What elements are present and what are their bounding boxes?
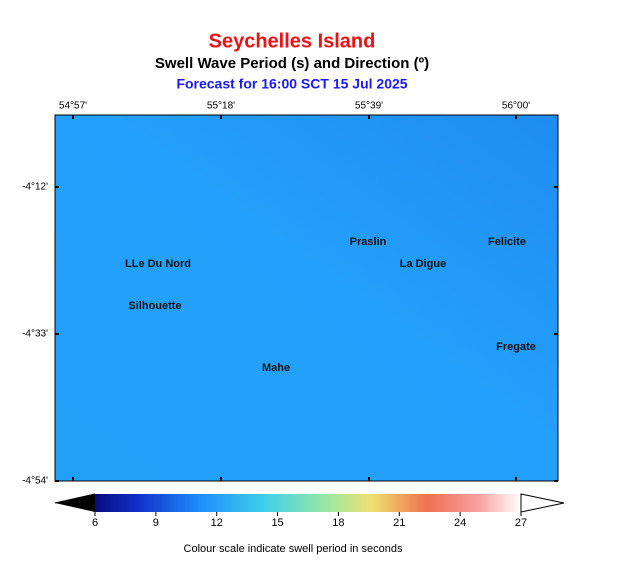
colorbar-tick-label: 24 <box>454 517 466 529</box>
place-label: La Digue <box>400 258 446 270</box>
colorbar-tick-label: 9 <box>153 517 159 529</box>
colorbar-tick-label: 21 <box>393 517 405 529</box>
place-label: Silhouette <box>128 300 181 312</box>
place-label: LLe Du Nord <box>125 258 191 270</box>
place-label: Praslin <box>350 236 387 248</box>
map-area <box>54 114 559 482</box>
forecast: Forecast for 16:00 SCT 15 Jul 2025 <box>176 76 407 92</box>
colorbar-tick-label: 18 <box>332 517 344 529</box>
colorbar-tick-label: 27 <box>515 517 527 529</box>
colorbar-caption: Colour scale indicate swell period in se… <box>184 543 403 555</box>
place-label: Fregate <box>496 341 536 353</box>
lon-label: 55°18' <box>207 101 235 112</box>
lat-label: -4°12' <box>22 182 48 193</box>
lon-label: 55°39' <box>355 101 383 112</box>
colorbar-tick-label: 15 <box>271 517 283 529</box>
colorbar-low-arrow <box>55 494 95 512</box>
lat-label: -4°54' <box>22 476 48 487</box>
lat-label: -4°33' <box>22 329 48 340</box>
colorbar <box>95 494 521 512</box>
lon-label: 54°57' <box>59 101 87 112</box>
colorbar-high-arrow <box>520 493 565 513</box>
lon-label: 56°00' <box>502 101 530 112</box>
place-label: Mahe <box>262 362 290 374</box>
colorbar-tick-label: 6 <box>92 517 98 529</box>
title: Seychelles Island <box>209 30 376 52</box>
subtitle: Swell Wave Period (s) and Direction (º) <box>155 55 429 72</box>
colorbar-tick-label: 12 <box>211 517 223 529</box>
place-label: Felicite <box>488 236 526 248</box>
